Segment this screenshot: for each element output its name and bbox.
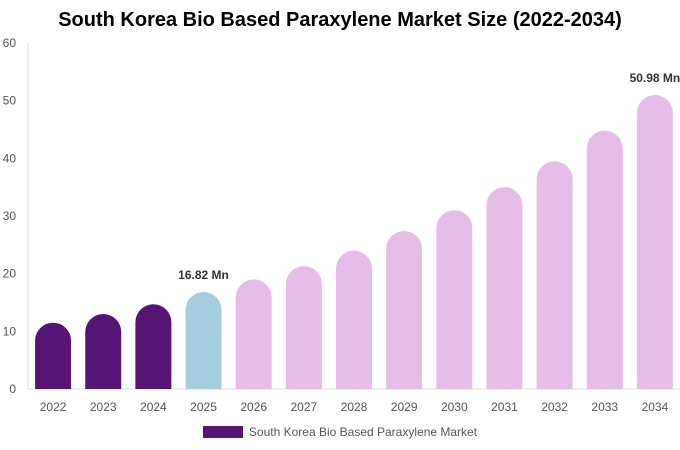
bar-2031 [486, 187, 523, 389]
bar-2022 [35, 322, 72, 389]
chart-title: South Korea Bio Based Paraxylene Market … [58, 9, 622, 31]
y-tick-label: 0 [9, 382, 16, 396]
x-tick-label: 2033 [591, 400, 618, 414]
bar-2027 [285, 266, 322, 389]
y-tick-label: 20 [3, 267, 17, 281]
legend-swatch [202, 426, 243, 438]
bar-2030 [436, 210, 473, 389]
x-tick-label: 2031 [491, 400, 518, 414]
bar-2026 [235, 279, 272, 389]
bar-2028 [336, 250, 372, 389]
x-tick-label: 2029 [391, 400, 418, 414]
y-tick-label: 50 [3, 94, 17, 108]
x-tick-label: 2032 [541, 400, 568, 414]
y-tick-label: 40 [3, 151, 17, 165]
bar-2024 [135, 304, 172, 389]
bar-2032 [536, 161, 573, 389]
x-tick-label: 2022 [40, 400, 67, 414]
y-tick-label: 60 [3, 36, 17, 50]
bar-2023 [85, 314, 122, 389]
x-tick-label: 2026 [240, 400, 267, 414]
x-tick-label: 2027 [290, 400, 317, 414]
x-tick-label: 2028 [341, 400, 368, 414]
y-tick-label: 10 [3, 324, 17, 338]
bar-2033 [586, 130, 623, 389]
y-tick-label: 30 [3, 209, 17, 223]
x-tick-label: 2030 [441, 400, 468, 414]
legend: South Korea Bio Based Paraxylene Market [0, 425, 680, 439]
legend-label: South Korea Bio Based Paraxylene Market [248, 425, 478, 439]
data-label-2025: 16.82 Mn [178, 268, 229, 282]
bar-2034 [636, 95, 673, 390]
x-tick-label: 2034 [642, 400, 669, 414]
bar-2029 [386, 230, 423, 389]
data-label-2034: 50.98 Mn [630, 71, 680, 85]
x-tick-label: 2025 [190, 400, 217, 414]
x-tick-label: 2024 [140, 400, 167, 414]
bar-2025 [185, 292, 222, 389]
x-tick-label: 2023 [90, 400, 117, 414]
